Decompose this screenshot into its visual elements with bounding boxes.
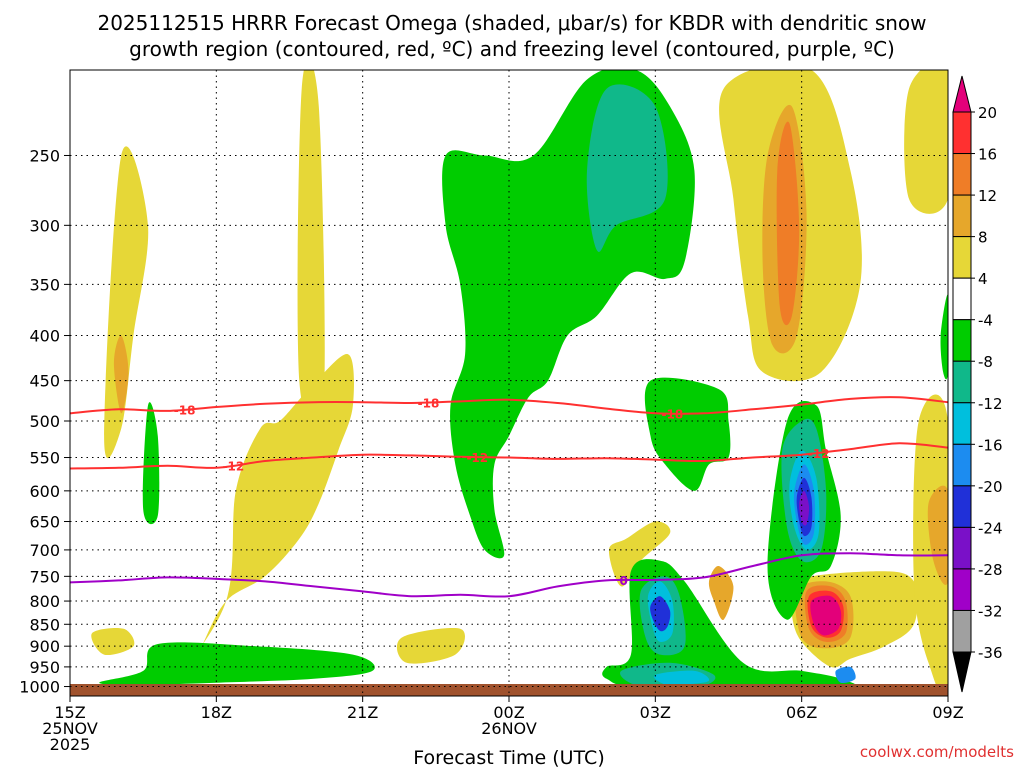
y-tick-label-900: 900 (29, 637, 60, 656)
x-tick-label-9-0: 00Z (493, 703, 524, 722)
colorbar-segment-5 (952, 277, 972, 321)
colorbar-label-0: 20 (978, 104, 997, 122)
colorbar-segment-9 (952, 443, 972, 487)
colorbar-label-8: -16 (978, 436, 1003, 454)
contour-line--18-0 (70, 396, 948, 415)
colorbar: 20 16 12 8 4 -4 -8 -12 -16 -20 -24 -28 -32 -36 (952, 75, 1003, 693)
y-tick-label-650: 650 (29, 513, 60, 532)
omega-region-4-3 (91, 627, 135, 656)
contour-label--12-0: -12 (223, 459, 245, 473)
ground-band (70, 684, 948, 696)
omega-region--4-22 (142, 402, 160, 525)
x-tick-label-0-1: 25NOV (42, 719, 98, 738)
omega-region--4-20 (644, 377, 731, 491)
temperature-contours: -18 -18 -18 -12 -12 -12 0 (70, 396, 948, 598)
y-tick-label-450: 450 (29, 372, 60, 391)
omega-region-12-15 (776, 121, 800, 326)
contour-label--18-2: -18 (662, 407, 684, 421)
colorbar-segment-1 (952, 111, 972, 155)
x-tick-label-0-0: 15Z (54, 703, 85, 722)
omega-region-8-13 (113, 335, 129, 414)
colorbar-label-4: 4 (978, 270, 988, 288)
colorbar-segment-13 (952, 609, 972, 653)
y-tick-label-250: 250 (29, 146, 60, 165)
omega-region--16-34 (835, 666, 856, 684)
omega-region--4-25 (940, 294, 948, 380)
contour-line--12-1 (70, 442, 948, 470)
x-tick-label-15-0: 06Z (786, 703, 817, 722)
colorbar-segment-7 (952, 360, 972, 404)
colorbar-label-6: -8 (978, 353, 993, 371)
y-tick-label-500: 500 (29, 412, 60, 431)
chart-title-line-2: growth region (contoured, red, ºC) and f… (129, 37, 895, 61)
colorbar-segment-11 (952, 526, 972, 570)
omega-region-4-4 (396, 628, 465, 664)
omega-region-8-14 (927, 485, 948, 585)
colorbar-segment-3 (952, 194, 972, 238)
y-tick-label-800: 800 (29, 592, 60, 611)
omega-region--4-23 (99, 642, 375, 685)
colorbar-label-13: -36 (978, 644, 1003, 662)
colorbar-segment-10 (952, 485, 972, 528)
colorbar-label-11: -28 (978, 561, 1003, 579)
colorbar-segment-4 (952, 236, 972, 279)
colorbar-label-5: -4 (978, 312, 993, 330)
y-tick-label-350: 350 (29, 275, 60, 294)
y-tick-label-850: 850 (29, 615, 60, 634)
x-tick-label-3-0: 18Z (201, 703, 232, 722)
y-tick-label-950: 950 (29, 658, 60, 677)
colorbar-label-1: 16 (978, 146, 997, 164)
omega-region--12-32 (654, 670, 710, 686)
contour-label--12-2: -12 (808, 447, 830, 461)
omega-region-4-8 (904, 70, 948, 214)
colorbar-segment-6 (952, 319, 972, 362)
y-tick-label-700: 700 (29, 541, 60, 560)
y-tick-label-400: 400 (29, 327, 60, 346)
contour-label--18-0: -18 (174, 404, 196, 418)
y-tick-label-1000: 1000 (19, 678, 60, 697)
colorbar-segment-12 (952, 568, 972, 611)
chart-title-line-1: 2025112515 HRRR Forecast Omega (shaded, … (97, 11, 926, 35)
colorbar-label-2: 12 (978, 187, 997, 205)
y-tick-label-600: 600 (29, 482, 60, 501)
colorbar-segment-8 (952, 402, 972, 445)
grid-lines (69, 70, 949, 696)
contour-label-0-0: 0 (619, 574, 627, 588)
omega-region-20-18 (810, 595, 842, 636)
colorbar-bottom-arrow (952, 651, 972, 693)
colorbar-label-12: -32 (978, 602, 1003, 620)
x-tick-label-18-0: 09Z (932, 703, 963, 722)
y-tick-label-550: 550 (29, 449, 60, 468)
colorbar-segment-2 (952, 153, 972, 196)
omega-region--8-26 (586, 84, 668, 252)
x-tick-label-0-2: 2025 (50, 735, 91, 754)
omega-region-4-2 (297, 70, 325, 432)
contour-label--12-1: -12 (466, 451, 488, 465)
omega-region-8-11 (708, 565, 734, 620)
colorbar-label-7: -12 (978, 395, 1003, 413)
y-tick-label-300: 300 (29, 216, 60, 235)
x-tick-label-6-0: 21Z (347, 703, 378, 722)
x-tick-label-9-1: 26NOV (481, 719, 537, 738)
omega-shading (91, 70, 948, 696)
colorbar-label-10: -24 (978, 519, 1003, 537)
y-tick-label-750: 750 (29, 567, 60, 586)
x-tick-label-12-0: 03Z (640, 703, 671, 722)
contour-line-0-2 (70, 552, 948, 598)
watermark: coolwx.com/modelts (860, 743, 1014, 761)
x-axis-label: Forecast Time (UTC) (413, 747, 604, 768)
colorbar-label-9: -20 (978, 478, 1003, 496)
colorbar-label-3: 8 (978, 229, 988, 247)
y-axis-ticks: 250 300 350 400 450 500 550 600 650 700 750 800 850 9… (19, 146, 70, 697)
contour-label--18-1: -18 (418, 396, 440, 410)
